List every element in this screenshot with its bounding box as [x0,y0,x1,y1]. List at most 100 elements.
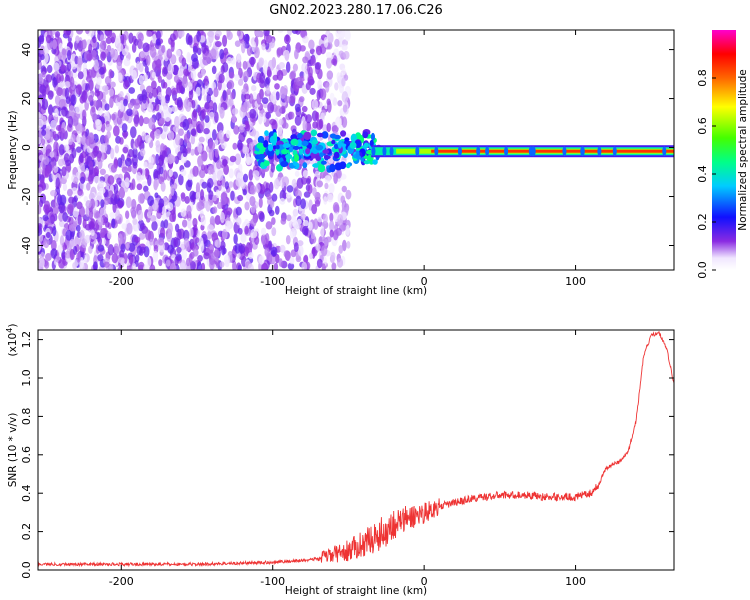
burst-cell [370,132,375,141]
noise-cell [38,167,43,175]
signal-flare [371,146,376,157]
noise-cell [92,36,97,44]
noise-cell [38,34,45,45]
noise-cell [147,102,154,113]
noise-cell [155,140,161,148]
noise-cell [224,181,230,190]
noise-cell [61,106,69,117]
noise-cell [52,206,59,215]
noise-cell [73,176,79,185]
noise-cell [294,48,299,60]
noise-cell [253,46,260,59]
noise-cell [108,190,114,198]
noise-cell [306,178,311,185]
noise-cell [228,168,234,179]
noise-cell [58,42,63,53]
noise-cell [254,236,260,245]
bottom-y-tick-label: 0.8 [20,408,33,426]
noise-cell [38,102,42,113]
noise-cell [68,105,75,117]
noise-cell [58,98,66,109]
noise-cell [87,172,94,185]
noise-cell [86,74,93,83]
noise-cell [311,99,319,110]
noise-cell [81,79,86,91]
noise-cell [76,134,81,144]
noise-cell [47,90,54,100]
noise-cell [66,203,74,215]
noise-cell [265,112,272,119]
noise-cell [38,186,43,194]
noise-cell [127,165,133,173]
noise-cell [75,146,82,153]
noise-cell [279,244,286,253]
colorbar: 0.0 0.2 0.4 0.6 0.8 Normalized spectral ampl… [696,30,749,279]
noise-cell [242,173,249,183]
noise-cell [89,160,94,170]
burst-cell [292,145,300,151]
noise-cell [110,81,116,88]
signal-flare [504,146,509,157]
noise-cell [295,30,301,35]
noise-cell [219,211,226,224]
noise-cell [329,229,334,238]
noise-cell [249,108,257,119]
noise-cell [98,67,105,75]
noise-cell [222,89,227,102]
noise-cell [65,229,73,241]
noise-cell [45,144,52,154]
noise-cell [182,118,190,131]
noise-cell [258,113,263,125]
noise-cell [337,214,344,225]
noise-cell [168,169,174,178]
noise-cell [50,248,58,259]
noise-cell [321,263,326,270]
noise-cell [345,189,352,200]
noise-cell [278,258,283,267]
noise-cell [234,74,240,82]
noise-cell [140,148,146,157]
noise-cell [93,175,101,184]
noise-cell [38,52,42,64]
noise-cell [91,49,97,61]
noise-cell [117,200,124,208]
noise-cell [299,96,305,103]
noise-cell [150,214,157,222]
noise-cell [65,30,72,36]
noise-cell [344,30,351,42]
noise-cell [237,264,243,270]
noise-cell [119,91,124,98]
noise-cell [326,70,334,80]
noise-cell [41,71,46,78]
noise-cell [55,255,61,263]
noise-cell [82,39,87,49]
top-y-tick-label: 0 [20,144,33,151]
noise-cell [316,258,323,269]
noise-cell [138,74,144,86]
noise-cell [125,242,130,250]
noise-cell [236,216,242,226]
burst-cell [303,131,312,141]
noise-cell [178,30,185,38]
noise-cell [255,183,261,194]
noise-cell [207,230,212,240]
noise-cell [127,149,135,158]
noise-cell [265,221,273,230]
noise-cell [76,251,81,263]
noise-cell [180,169,187,177]
noise-cell [285,234,291,245]
noise-cell [128,242,136,252]
noise-cell [97,244,105,252]
noise-cell [318,118,324,129]
burst-cell [259,146,265,155]
noise-cell [124,157,132,167]
noise-cell [80,90,88,103]
bottom-y-ticks: 0.0 0.2 0.4 0.6 0.8 1.0 1.2 [20,331,674,579]
noise-cell [131,198,137,210]
noise-cell [341,239,347,252]
noise-cell [206,224,214,232]
noise-cell [261,238,267,246]
noise-cell [104,221,110,228]
noise-cell [72,262,78,270]
noise-cell [125,196,132,209]
